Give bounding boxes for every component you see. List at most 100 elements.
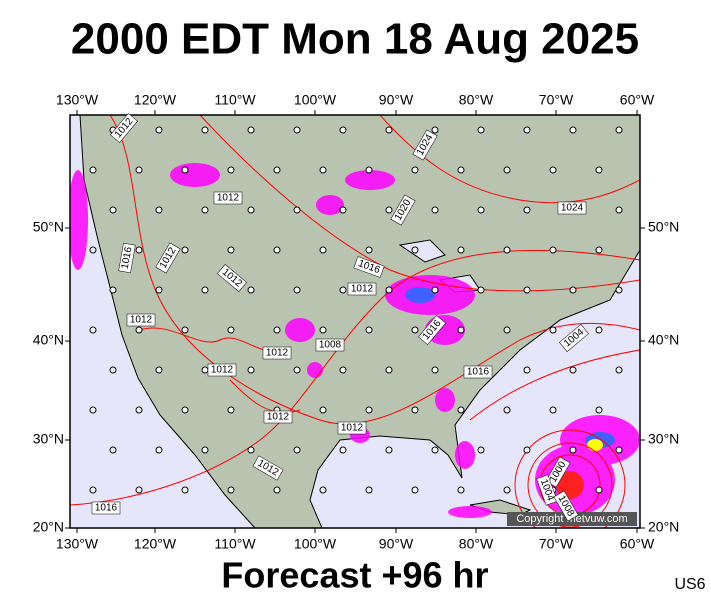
station bbox=[615, 366, 623, 374]
station bbox=[339, 446, 347, 454]
station bbox=[503, 326, 511, 334]
station bbox=[273, 166, 281, 174]
station bbox=[319, 246, 327, 254]
station bbox=[89, 166, 97, 174]
station bbox=[523, 126, 531, 134]
right-lat-label: 40°N bbox=[648, 332, 679, 348]
station bbox=[503, 246, 511, 254]
station bbox=[319, 166, 327, 174]
station bbox=[411, 246, 419, 254]
station bbox=[457, 486, 465, 494]
station bbox=[109, 366, 117, 374]
isobar-label-group: 1008 bbox=[315, 338, 345, 352]
station bbox=[615, 446, 623, 454]
top-lon-label: 120°W bbox=[134, 92, 177, 108]
map: Copyright metvuw.com bbox=[65, 110, 645, 533]
station bbox=[615, 286, 623, 294]
isobar-label-box bbox=[217, 264, 247, 292]
station bbox=[457, 166, 465, 174]
isobar-label-group: 1012 bbox=[337, 421, 367, 435]
bottom-lon-label: 60°W bbox=[620, 536, 655, 552]
station bbox=[273, 486, 281, 494]
station bbox=[385, 206, 393, 214]
station bbox=[569, 126, 577, 134]
isobar-label-group: 1012 bbox=[126, 313, 156, 327]
station bbox=[293, 206, 301, 214]
isobar-label-box bbox=[559, 324, 589, 352]
station bbox=[273, 246, 281, 254]
top-lon-label: 110°W bbox=[214, 92, 256, 108]
station bbox=[595, 246, 603, 254]
isobar-label-group: 1012 bbox=[213, 191, 243, 205]
isobar-label-group: 1012 bbox=[263, 410, 293, 424]
isobar-label-group: 1016 bbox=[91, 501, 121, 515]
station bbox=[431, 286, 439, 294]
station bbox=[385, 286, 393, 294]
station bbox=[247, 366, 255, 374]
isobar-label: 1012 bbox=[217, 193, 240, 204]
station bbox=[549, 166, 557, 174]
isobar-label: 1012 bbox=[211, 365, 234, 376]
top-lon-label: 100°W bbox=[294, 92, 337, 108]
isobar-label-box bbox=[155, 242, 181, 274]
station bbox=[503, 166, 511, 174]
station bbox=[503, 486, 511, 494]
station bbox=[135, 326, 143, 334]
bottom-lon-label: 120°W bbox=[134, 536, 177, 552]
isobar-label: 1008 bbox=[319, 340, 342, 351]
station bbox=[523, 206, 531, 214]
station bbox=[181, 486, 189, 494]
station bbox=[523, 286, 531, 294]
station bbox=[615, 206, 623, 214]
station bbox=[247, 206, 255, 214]
station bbox=[411, 406, 419, 414]
station bbox=[477, 206, 485, 214]
isobar-label-group: 1012 bbox=[262, 346, 292, 360]
station bbox=[201, 206, 209, 214]
top-lon-label: 90°W bbox=[379, 92, 414, 108]
station bbox=[549, 406, 557, 414]
isobar-label-box bbox=[263, 410, 293, 424]
isobar-label-group: 1004 bbox=[536, 474, 558, 506]
isobar-label: 1016 bbox=[467, 367, 490, 378]
station bbox=[339, 206, 347, 214]
station bbox=[319, 486, 327, 494]
station bbox=[319, 406, 327, 414]
isobar-label-box bbox=[126, 313, 156, 327]
bottom-lon-label: 70°W bbox=[539, 536, 574, 552]
isobar-label-box bbox=[337, 421, 367, 435]
isobar-label-box bbox=[463, 365, 493, 379]
station bbox=[227, 486, 235, 494]
right-lat-label: 20°N bbox=[648, 519, 679, 535]
station bbox=[89, 406, 97, 414]
station bbox=[247, 446, 255, 454]
station bbox=[595, 166, 603, 174]
isobar-label-group: 1012 bbox=[207, 363, 237, 377]
isobar-label-box bbox=[412, 129, 438, 161]
station bbox=[293, 446, 301, 454]
station bbox=[457, 246, 465, 254]
isobar-label: 1012 bbox=[267, 412, 290, 423]
station bbox=[247, 126, 255, 134]
station bbox=[457, 406, 465, 414]
station bbox=[227, 246, 235, 254]
station bbox=[155, 366, 163, 374]
station bbox=[365, 166, 373, 174]
isobar-label: 1012 bbox=[266, 348, 289, 359]
station bbox=[523, 446, 531, 454]
station bbox=[595, 406, 603, 414]
bottom-lon-label: 110°W bbox=[214, 536, 256, 552]
isobar-label-box bbox=[110, 113, 138, 143]
isobar-label: 1024 bbox=[561, 203, 584, 214]
station bbox=[411, 326, 419, 334]
station bbox=[385, 446, 393, 454]
station bbox=[109, 206, 117, 214]
top-lon-label: 130°W bbox=[56, 92, 99, 108]
bottom-lon-label: 80°W bbox=[459, 536, 494, 552]
station bbox=[339, 286, 347, 294]
station bbox=[319, 326, 327, 334]
station-markers bbox=[89, 126, 623, 494]
isobar-label-group: 1024 bbox=[557, 201, 587, 215]
station bbox=[247, 286, 255, 294]
top-lon-label: 60°W bbox=[620, 92, 655, 108]
